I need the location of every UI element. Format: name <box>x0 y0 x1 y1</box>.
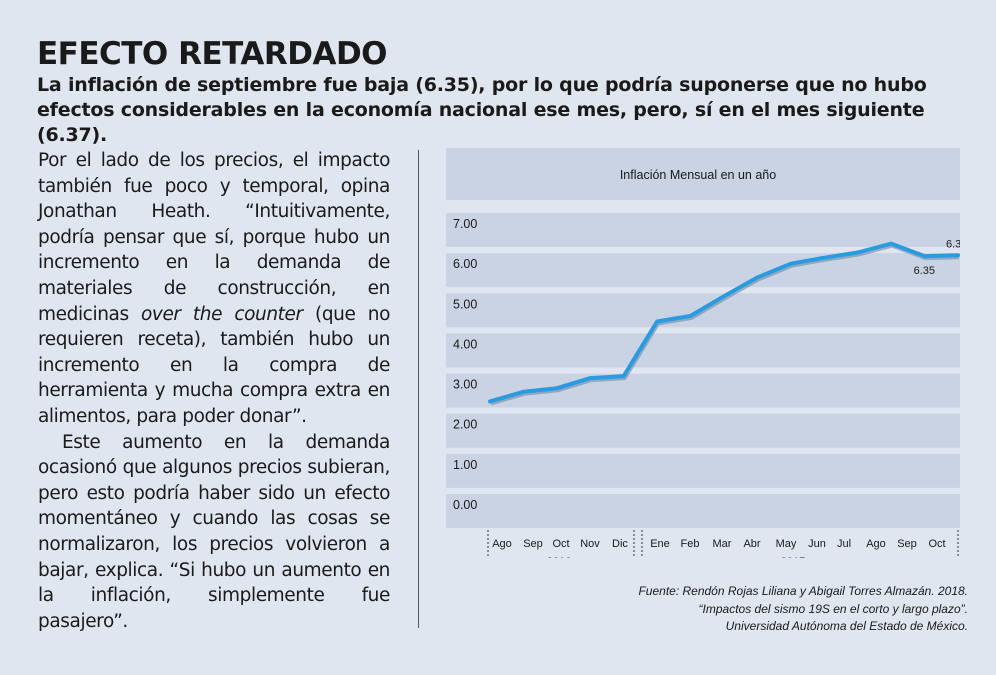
chart-svg: Inflación Mensual en un año 0.00 1.00 2.00… <box>446 148 967 568</box>
x-tick-label: Oct <box>928 538 945 550</box>
grid-band <box>446 494 960 528</box>
x-tick-label: Oct <box>552 538 569 550</box>
x-tick-label: Mar <box>713 538 732 550</box>
x-tick-label: Feb <box>681 538 700 550</box>
x-tick-label: Jun <box>808 538 826 550</box>
x-tick-label: Ene <box>650 538 670 550</box>
chart-title: Inflación Mensual en un año <box>620 168 776 182</box>
y-tick-label: 4.00 <box>453 337 477 351</box>
paragraph-1-start: Por el lado de los precios, el impacto t… <box>38 150 390 325</box>
article-body: Por el lado de los precios, el impacto t… <box>38 148 390 634</box>
grid-band <box>446 453 960 488</box>
y-tick-label: 3.00 <box>453 378 477 392</box>
y-tick-label: 6.00 <box>453 257 477 271</box>
x-tick-label: Sep <box>897 538 917 550</box>
x-tick-label: May <box>776 538 797 550</box>
grid-band <box>446 413 960 448</box>
headline: EFECTO RETARDADO <box>37 36 388 72</box>
inflation-chart: Inflación Mensual en un año 0.00 1.00 2.00… <box>446 148 967 568</box>
data-label: 6.35 <box>914 265 935 277</box>
source-line-3: Universidad Autónoma del Estado de Méxic… <box>725 619 968 633</box>
x-tick-label: Nov <box>580 538 600 550</box>
grid-band <box>446 213 960 247</box>
grid-band <box>446 253 960 288</box>
source-note: Fuente: Rendón Rojas Liliana y Abigail T… <box>548 583 968 636</box>
y-tick-label: 0.00 <box>453 498 477 512</box>
x-tick-label: Dic <box>612 538 628 550</box>
source-line-1: Fuente: Rendón Rojas Liliana y Abigail T… <box>638 584 968 598</box>
data-label: 6.37 <box>946 238 960 250</box>
y-tick-label: 2.00 <box>453 418 477 432</box>
y-tick-label: 5.00 <box>453 297 477 311</box>
y-tick-label: 1.00 <box>453 458 477 472</box>
paragraph-1-italic: over the counter <box>140 303 303 325</box>
x-tick-label: Sep <box>523 538 543 550</box>
year-label: 2017 <box>781 556 805 558</box>
column-divider <box>418 150 419 628</box>
year-label: 2016 <box>547 556 571 558</box>
grid-band <box>446 333 960 368</box>
x-tick-label: Ago <box>492 538 512 550</box>
x-tick-label: Abr <box>743 538 760 550</box>
paragraph-2: Este aumento en la demanda ocasionó que … <box>38 431 390 632</box>
x-tick-label: Jul <box>837 538 851 550</box>
x-tick-label: Ago <box>866 538 886 550</box>
subheadline: La inflación de septiembre fue baja (6.3… <box>37 74 927 146</box>
title-band <box>446 148 960 200</box>
paragraph-1-end: (que no requieren receta), también hubo … <box>38 303 390 427</box>
y-tick-label: 7.00 <box>453 217 477 231</box>
source-line-2: “Impactos del sismo 19S en el corto y la… <box>698 601 968 616</box>
paragraph-1: Por el lado de los precios, el impacto t… <box>38 148 390 430</box>
series-line <box>488 241 960 404</box>
series-line-shadow <box>490 243 960 406</box>
